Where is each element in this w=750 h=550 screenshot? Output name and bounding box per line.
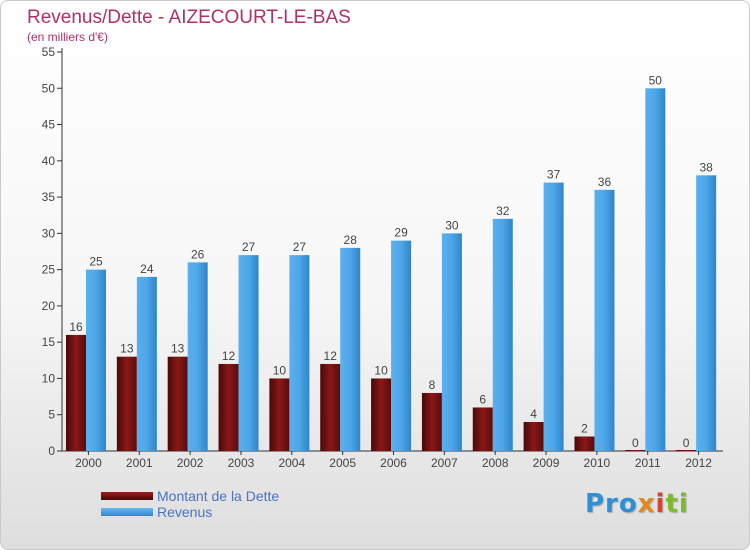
bar-dette-2005 [320,363,341,451]
legend-swatch-revenus [101,508,153,516]
bar-revenus-2012 [696,175,717,451]
data-label-dette-2004: 10 [273,363,287,377]
data-label-revenus-2004: 27 [293,240,307,254]
legend-label-dette: Montant de la Dette [157,488,280,504]
y-tick-label: 30 [42,226,56,240]
data-label-revenus-2008: 32 [496,204,510,218]
data-label-revenus-2009: 37 [547,168,561,182]
bar-revenus-2008 [492,218,513,451]
data-label-revenus-2010: 36 [598,175,612,189]
x-tick-label: 2006 [380,456,407,470]
y-tick-label: 45 [42,118,56,132]
data-label-revenus-2001: 24 [140,262,154,276]
x-tick-label: 2007 [431,456,458,470]
data-label-dette-2009: 4 [530,407,537,421]
bar-dette-2012 [676,450,697,451]
data-label-dette-2007: 8 [429,378,436,392]
bar-revenus-2009 [543,182,564,451]
bar-dette-2011 [625,450,646,451]
bar-revenus-2000 [86,269,106,451]
logo-part-3: i [655,489,666,519]
data-label-dette-2001: 13 [120,342,134,356]
data-label-dette-2002: 13 [171,342,185,356]
data-label-dette-2008: 6 [479,392,486,406]
x-tick-label: 2010 [584,456,611,470]
data-label-revenus-2000: 25 [89,255,103,269]
bar-dette-2007 [421,392,442,451]
y-tick-label: 15 [42,335,56,349]
bar-dette-2003 [218,363,239,451]
bar-dette-2002 [167,356,188,451]
data-label-revenus-2006: 29 [394,226,408,240]
bar-revenus-2007 [441,233,462,451]
x-tick-label: 2009 [533,456,560,470]
bar-revenus-2001 [136,276,157,451]
x-tick-label: 2005 [329,456,356,470]
y-tick-label: 35 [42,190,56,204]
x-tick-label: 2011 [635,456,661,470]
y-tick-label: 20 [42,299,56,313]
bar-dette-2009 [523,421,544,451]
data-label-dette-2010: 2 [581,421,588,435]
bar-revenus-2006 [391,240,412,451]
bar-revenus-2003 [238,255,259,451]
data-label-revenus-2005: 28 [344,233,358,247]
x-tick-label: 2002 [177,456,204,470]
y-tick-label: 40 [42,154,56,168]
bar-dette-2004 [269,378,290,451]
y-tick-label: 25 [42,263,56,277]
data-label-revenus-2012: 38 [699,160,713,174]
x-tick-label: 2001 [126,456,153,470]
bar-revenus-2010 [594,189,615,451]
data-label-dette-2012: 0 [683,436,690,450]
data-label-dette-2000: 16 [69,320,83,334]
data-label-dette-2006: 10 [374,363,388,377]
y-tick-label: 5 [48,408,55,422]
bar-dette-2006 [371,378,392,451]
logo-part-2: x [637,489,656,519]
data-label-dette-2005: 12 [324,349,338,363]
y-tick-label: 10 [42,371,56,385]
x-tick-label: 2004 [278,456,305,470]
bar-dette-2008 [472,407,493,451]
bar-revenus-2011 [645,88,666,451]
x-tick-label: 2000 [75,456,102,470]
legend-label-revenus: Revenus [157,504,213,520]
bar-revenus-2005 [340,247,361,451]
bar-dette-2000 [66,334,86,451]
data-label-revenus-2002: 26 [191,247,205,261]
logo-part-4: ti [665,489,689,519]
y-tick-label: 55 [42,45,56,59]
data-label-dette-2011: 0 [632,436,639,450]
bar-dette-2010 [574,436,595,451]
data-label-revenus-2003: 27 [242,240,256,254]
bar-dette-2001 [116,356,137,451]
proxiti-logo: Proxiti [585,489,689,519]
bar-revenus-2002 [187,262,208,451]
y-tick-label: 0 [48,444,55,458]
x-tick-label: 2012 [685,456,712,470]
bar-revenus-2004 [289,255,310,451]
x-tick-label: 2003 [228,456,255,470]
legend-swatch-dette [101,492,153,500]
data-label-dette-2003: 12 [222,349,236,363]
y-tick-label: 50 [42,81,56,95]
data-label-revenus-2011: 50 [649,73,663,87]
logo-part-1: Pro [585,489,638,519]
data-label-revenus-2007: 30 [445,218,459,232]
chart-title: Revenus/Dette - AIZECOURT-LE-BAS [27,7,351,28]
chart-subtitle: (en milliers d'€) [27,30,108,44]
x-tick-label: 2008 [482,456,509,470]
